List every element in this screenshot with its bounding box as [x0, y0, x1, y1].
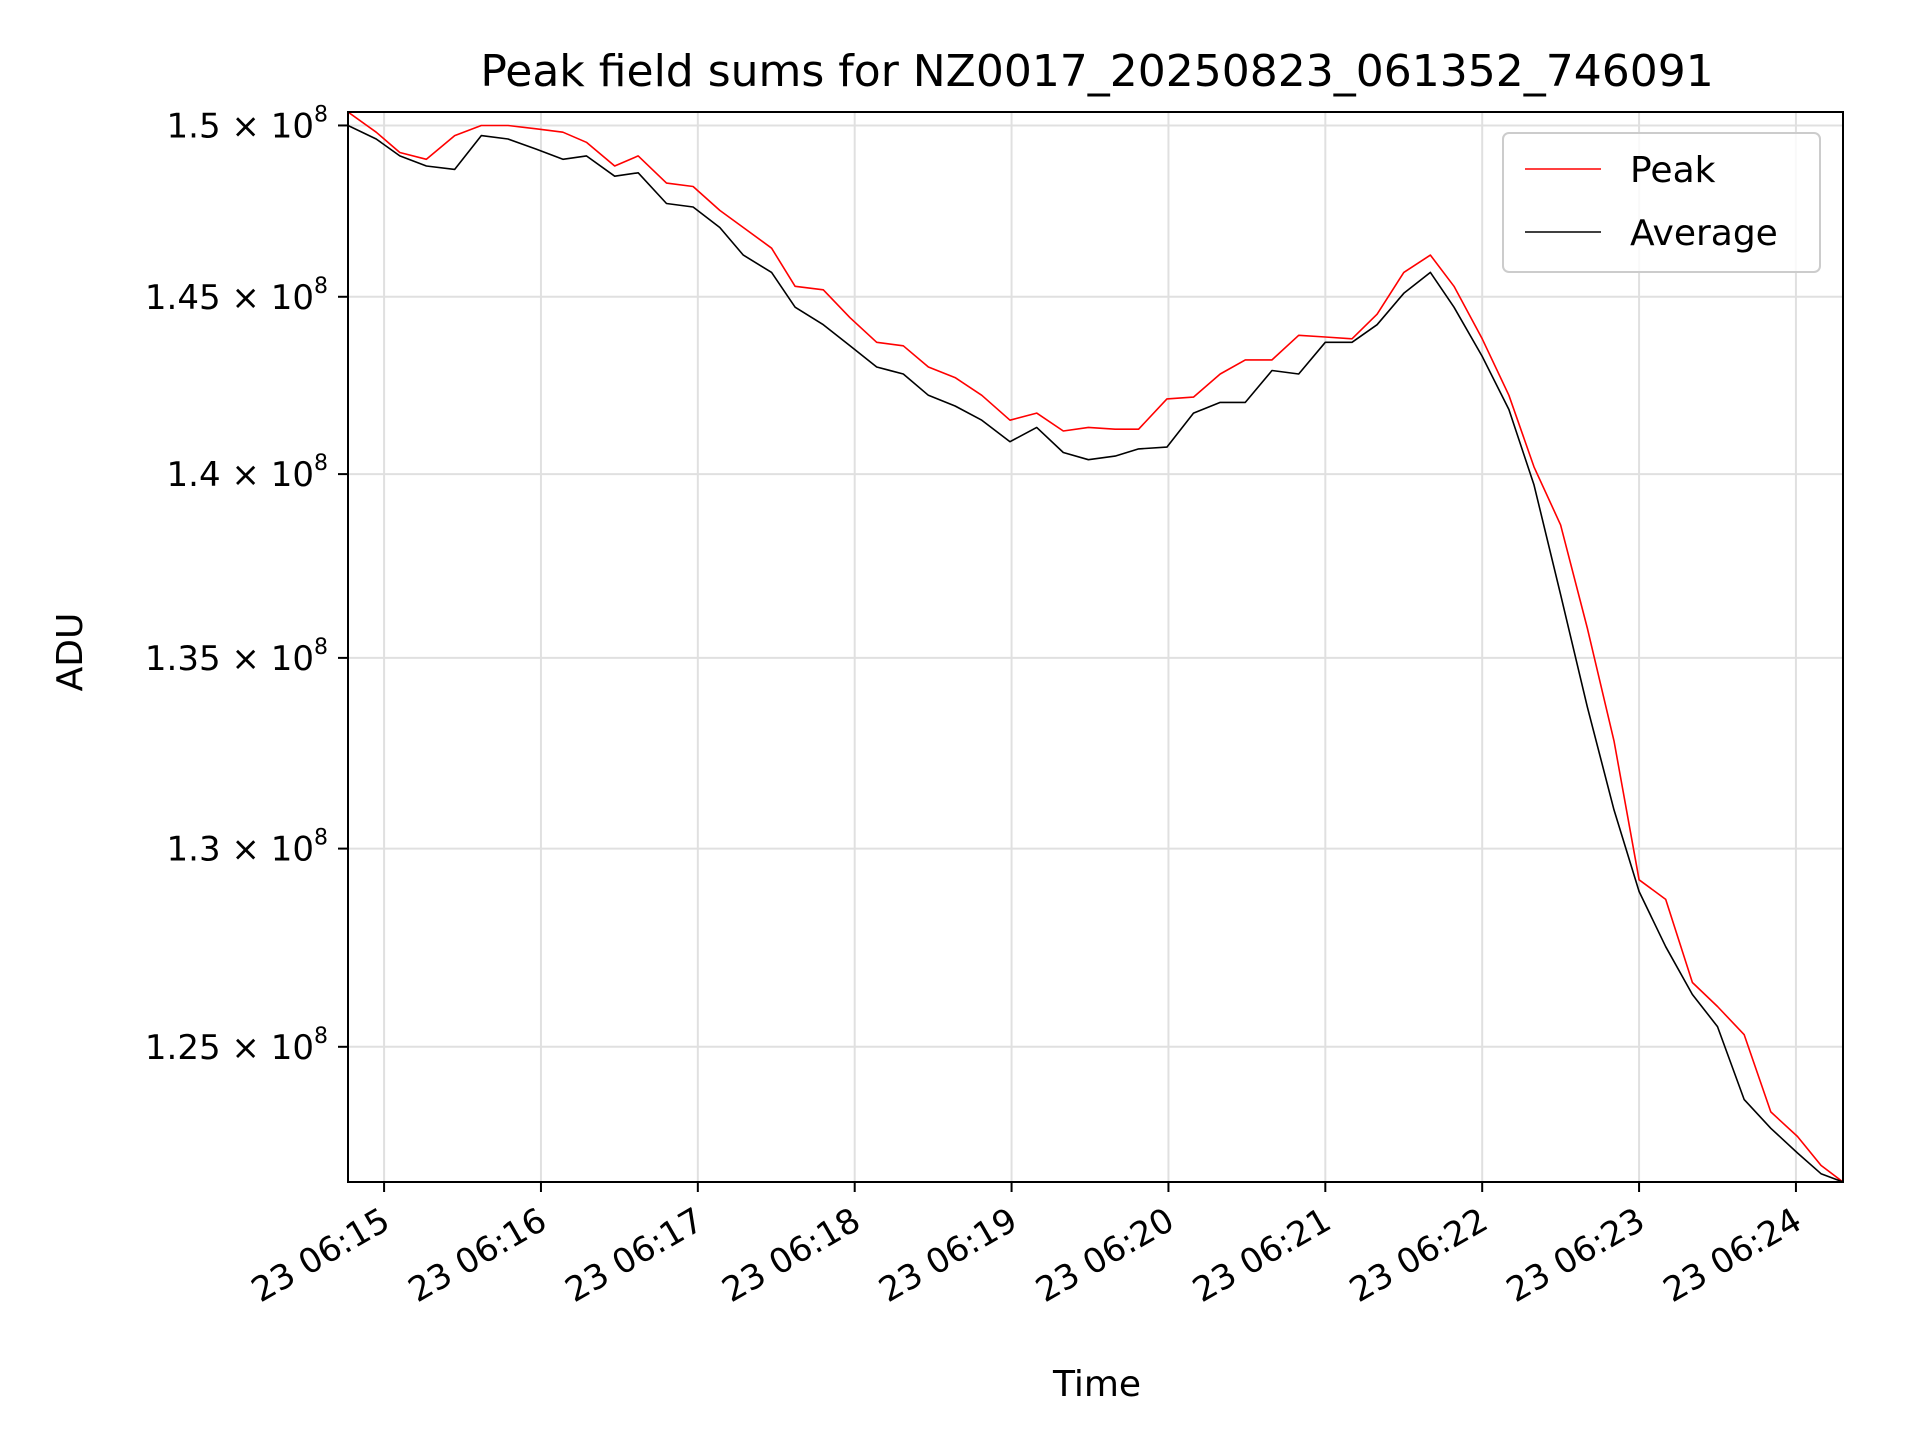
- series-line-peak: [348, 112, 1843, 1182]
- chart-title: Peak field sums for NZ0017_20250823_0613…: [480, 46, 1713, 97]
- grid: [348, 112, 1843, 1182]
- legend: Peak Average: [1502, 132, 1821, 273]
- y-tick-label: 1.25 × 108: [145, 1024, 328, 1068]
- legend-label-peak: Peak: [1630, 150, 1716, 191]
- legend-box: [1502, 132, 1821, 273]
- y-axis: 1.25 × 108 1.3 × 108 1.35 × 108 1.4 × 108 1.…: [145, 102, 348, 1068]
- legend-label-average: Average: [1630, 213, 1778, 254]
- y-axis-label: ADU: [50, 613, 91, 692]
- y-tick-label: 1.5 × 108: [167, 102, 328, 146]
- y-tick-label: 1.35 × 108: [145, 635, 328, 679]
- plot-frame: [347, 111, 1844, 1183]
- y-tick-label: 1.3 × 108: [167, 826, 328, 870]
- y-tick-label: 1.4 × 108: [167, 451, 328, 495]
- y-tick-label: 1.45 × 108: [145, 274, 328, 318]
- series-lines: [348, 112, 1843, 1182]
- x-axis-label: Time: [1052, 1364, 1141, 1405]
- series-line-average: [348, 124, 1843, 1182]
